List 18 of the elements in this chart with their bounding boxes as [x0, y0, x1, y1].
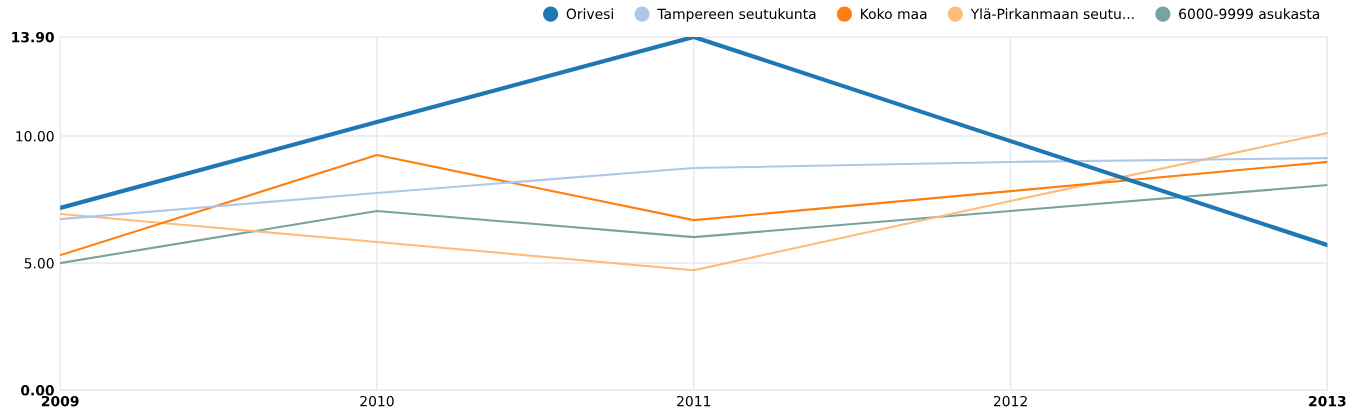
line-series	[60, 154, 1328, 257]
line-series	[60, 184, 1328, 265]
x-tick-label: 2009	[41, 395, 79, 407]
y-tick-label: 0.00	[20, 385, 54, 396]
legend-label: Ylä-Pirkanmaan seutu...	[970, 8, 1134, 20]
line-series	[60, 157, 1328, 221]
legend-label: Koko maa	[861, 8, 927, 20]
y-tick-label: 13.90	[12, 31, 54, 43]
legend-label: Tampereen seutukunta	[657, 8, 816, 22]
legend-label: 6000-9999 asukasta	[1179, 8, 1320, 20]
x-tick-label: 2012	[993, 395, 1027, 407]
x-tick-label: 2013	[1309, 395, 1346, 407]
line-series	[60, 131, 1328, 272]
y-tick-label: 10.00	[16, 130, 54, 142]
x-tick-label: 2010	[360, 395, 394, 407]
legend-label: Orivesi	[566, 8, 613, 20]
y-tick-label: 5.00	[24, 258, 54, 269]
x-tick-label: 2011	[677, 395, 711, 407]
